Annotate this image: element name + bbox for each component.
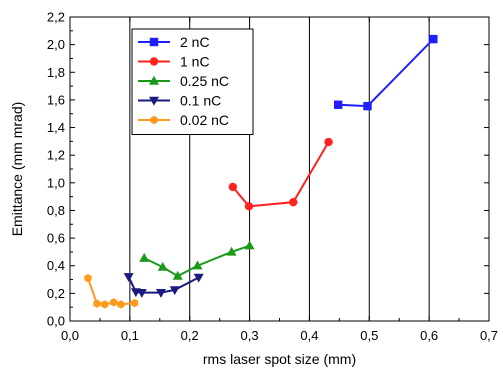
- legend-item: 0.25 nC: [138, 73, 229, 89]
- series-0: [333, 34, 438, 111]
- y-tick-label: 2,0: [47, 37, 65, 52]
- legend-item: 2 nC: [138, 34, 210, 50]
- data-point: [93, 299, 101, 308]
- legend-label: 0.02 nC: [180, 112, 229, 128]
- data-point: [169, 286, 180, 296]
- series-line: [143, 244, 250, 278]
- legend-label: 0.25 nC: [180, 73, 229, 89]
- data-point: [333, 100, 343, 109]
- legend-label: 2 nC: [180, 34, 210, 50]
- x-tick-label: 0,6: [420, 328, 438, 343]
- data-point: [226, 246, 237, 256]
- axis-ticks: [69, 16, 490, 322]
- legend-items: 2 nC 1 nC 0.25 nC 0.1 nC 0.02 nC: [138, 34, 229, 128]
- y-tick-label: 1,4: [47, 120, 65, 135]
- data-point: [244, 240, 255, 250]
- legend-swatch-marker: [149, 57, 159, 66]
- y-tick-label: 1,0: [47, 175, 65, 190]
- legend-label: 1 nC: [180, 54, 210, 70]
- legend-item: 0.02 nC: [138, 112, 229, 128]
- x-tick-label: 0,0: [61, 328, 79, 343]
- x-tick-label: 0,7: [480, 328, 498, 343]
- legend-swatch-marker: [149, 37, 159, 47]
- y-tick-label: 0,6: [47, 231, 65, 246]
- y-tick-label: 0,4: [47, 258, 65, 273]
- data-point: [84, 273, 92, 283]
- data-point: [101, 300, 109, 309]
- y-tick-label: 0,0: [47, 314, 65, 329]
- data-point: [429, 34, 438, 44]
- data-point: [193, 273, 204, 283]
- y-tick-label: 0,2: [47, 286, 65, 301]
- x-tick-label: 0,2: [181, 328, 199, 343]
- data-point: [244, 202, 254, 211]
- series-1: [228, 137, 333, 211]
- legend-item: 0.1 nC: [138, 93, 221, 109]
- x-tick-label: 0,3: [241, 328, 259, 343]
- y-axis-label: Emittance (mm mrad): [9, 102, 25, 237]
- data-series: [84, 34, 438, 309]
- data-point: [192, 260, 203, 270]
- series-line: [338, 38, 435, 108]
- legend: 2 nC 1 nC 0.25 nC 0.1 nC 0.02 nC: [131, 28, 254, 135]
- x-tick-label: 0,1: [121, 328, 139, 343]
- data-point: [117, 300, 125, 309]
- data-point: [289, 197, 298, 207]
- legend-label: 0.1 nC: [180, 93, 221, 109]
- series-line: [232, 141, 330, 208]
- y-tick-label: 2,2: [47, 10, 65, 25]
- y-tick-label: 1,6: [47, 92, 65, 107]
- data-point: [136, 288, 147, 298]
- data-point: [155, 288, 166, 298]
- y-tick-label: 0,8: [47, 203, 65, 218]
- data-point: [324, 137, 333, 147]
- data-point: [157, 261, 168, 271]
- tick-labels: 0,0 0,1 0,2 0,3 0,4 0,5 0,6 0,7 0,0 0,2 0,4 0,6 0,8 1…: [47, 10, 498, 344]
- legend-swatch-marker: [149, 96, 159, 106]
- data-point: [123, 273, 134, 282]
- data-point: [228, 182, 238, 192]
- x-tick-label: 0,5: [360, 328, 378, 343]
- data-point: [131, 298, 139, 308]
- series-4: [84, 273, 139, 309]
- series-2: [139, 240, 255, 280]
- legend-swatch-marker: [149, 75, 159, 85]
- series-3: [123, 273, 204, 298]
- data-point: [172, 270, 183, 280]
- y-tick-label: 1,8: [47, 65, 65, 80]
- x-tick-label: 0,4: [300, 328, 318, 343]
- data-point: [110, 298, 118, 307]
- data-point: [139, 252, 150, 262]
- data-point: [363, 101, 372, 111]
- x-axis-label: rms laser spot size (mm): [203, 351, 356, 367]
- legend-item: 1 nC: [138, 54, 210, 70]
- y-tick-label: 1,2: [47, 148, 65, 163]
- legend-swatch-marker: [150, 115, 158, 125]
